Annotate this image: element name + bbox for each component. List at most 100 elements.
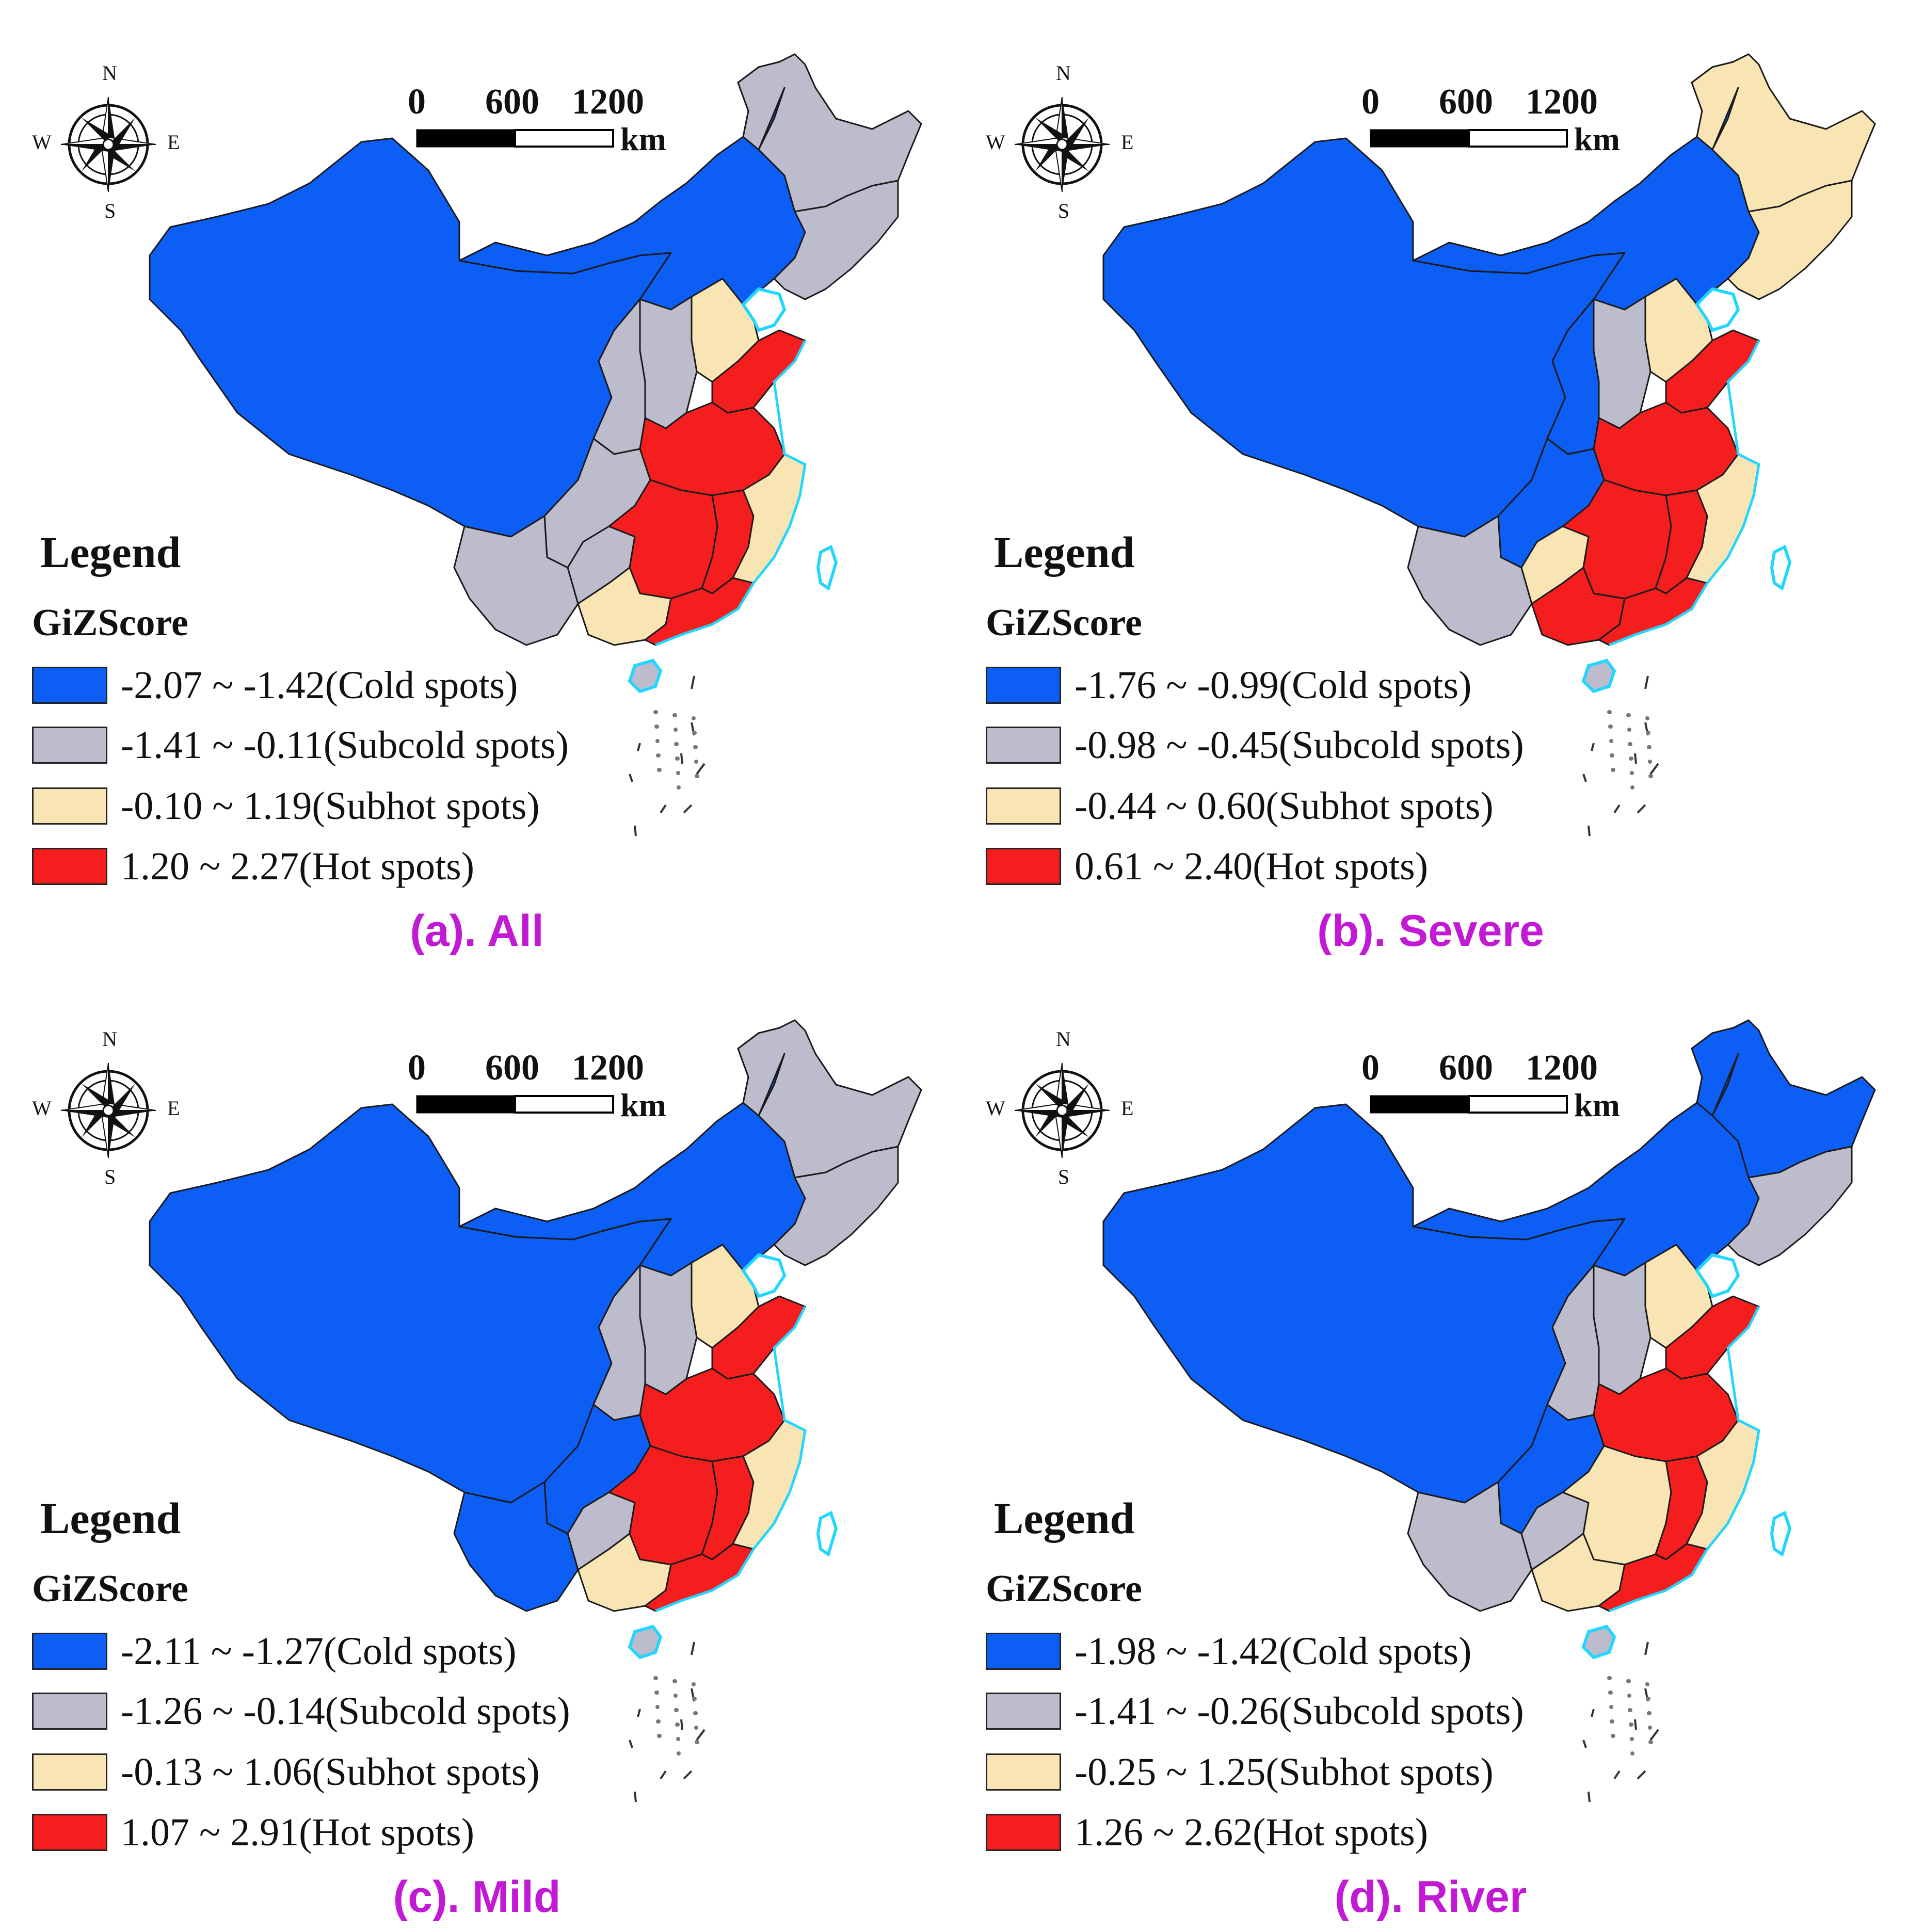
map-panel-mild: N S W E 0 600 1200 km Legend GiZScore -2… xyxy=(0,966,954,1932)
map-panel-river: N S W E 0 600 1200 km Legend GiZScore -1… xyxy=(954,966,1907,1932)
legend-item-subhot: -0.13 ~ 1.06(Subhot spots) xyxy=(32,1750,540,1794)
region-shanxi xyxy=(1593,296,1652,429)
island-dot xyxy=(655,1691,659,1695)
legend-item-hot: 1.07 ~ 2.91(Hot spots) xyxy=(32,1811,474,1854)
map-panel-severe: N S W E 0 600 1200 km Legend GiZScore -1… xyxy=(954,0,1907,966)
compass-north-label: N xyxy=(102,61,117,85)
region-yunnan xyxy=(453,1481,579,1612)
island-boundary-dash xyxy=(683,804,693,814)
scale-unit-label: km xyxy=(1574,1087,1620,1123)
compass-south-label: S xyxy=(104,1165,116,1188)
legend-swatch-subhot xyxy=(986,1753,1061,1791)
compass-west-label: W xyxy=(32,131,52,154)
island-dot xyxy=(1646,731,1650,735)
compass-north-label: N xyxy=(1056,61,1071,85)
island-dot xyxy=(1630,785,1634,790)
legend-item-cold: -1.76 ~ -0.99(Cold spots) xyxy=(986,664,1471,707)
island-dot xyxy=(1630,1751,1634,1756)
scale-label-600: 600 xyxy=(1439,82,1493,122)
island-boundary-dash xyxy=(691,1641,695,1655)
island-dot xyxy=(1628,742,1632,746)
island-boundary-dash xyxy=(691,675,695,689)
island-boundary-dash xyxy=(660,1770,667,1780)
island-dot xyxy=(1627,1694,1631,1698)
island-boundary-dash xyxy=(696,763,706,775)
coastline xyxy=(1609,1306,1760,1613)
panel-caption: (a). All xyxy=(410,906,544,956)
south-sea-islands xyxy=(1582,675,1659,836)
island-dot xyxy=(676,1722,680,1727)
region-heilongjiang xyxy=(1691,53,1876,213)
island-dot xyxy=(1627,728,1631,732)
scale-label-0: 0 xyxy=(1361,82,1380,122)
island-dot xyxy=(675,1708,679,1712)
island-dot xyxy=(1630,1737,1634,1741)
island-boundary-dash xyxy=(1613,1770,1621,1780)
island-dot xyxy=(677,1751,681,1756)
island-dot xyxy=(674,1694,678,1698)
province-polygons xyxy=(1102,53,1876,646)
hainan-island xyxy=(628,658,663,694)
legend-item-subcold: -1.41 ~ -0.11(Subcold spots) xyxy=(32,723,569,767)
legend-swatch-cold xyxy=(32,1633,107,1670)
legend-item-subcold: -1.26 ~ -0.14(Subcold spots) xyxy=(32,1689,570,1733)
island-dot xyxy=(694,745,698,749)
island-boundary-dash xyxy=(1644,1641,1649,1655)
legend-swatch-subcold xyxy=(32,727,107,764)
scale-bar xyxy=(416,1095,614,1114)
island-dot xyxy=(1629,756,1633,761)
coastline-overlay xyxy=(1581,287,1792,694)
legend-item-subhot: -0.25 ~ 1.25(Subhot spots) xyxy=(986,1750,1494,1794)
taiwan-island xyxy=(816,1510,838,1557)
island-boundary-dash xyxy=(629,774,633,782)
scale-unit-label: km xyxy=(620,121,666,157)
island-dot xyxy=(1645,1682,1649,1686)
legend-swatch-hot xyxy=(32,1814,107,1851)
compass-north-label: N xyxy=(1056,1027,1071,1051)
scale-label-1200: 1200 xyxy=(1526,1048,1598,1088)
island-dot xyxy=(1649,774,1653,778)
island-dot xyxy=(692,1682,696,1686)
legend-swatch-subcold xyxy=(986,727,1061,764)
region-shanxi xyxy=(639,1262,698,1395)
island-dot xyxy=(656,1719,661,1724)
scale-label-0: 0 xyxy=(1361,1048,1380,1088)
hainan-island xyxy=(1581,658,1616,694)
panel-caption: (b). Severe xyxy=(1317,906,1544,956)
legend-label-subcold: -0.98 ~ -0.45(Subcold spots) xyxy=(1075,723,1524,767)
compass-west-label: W xyxy=(32,1097,52,1120)
legend-label-cold: -2.07 ~ -1.42(Cold spots) xyxy=(121,663,518,707)
legend-swatch-hot xyxy=(986,848,1061,885)
region-yunnan xyxy=(453,515,579,646)
island-boundary-dash xyxy=(1644,675,1649,689)
south-sea-islands xyxy=(1582,1641,1659,1802)
province-polygons xyxy=(149,1019,922,1612)
legend-title: Legend xyxy=(40,527,181,577)
island-dot xyxy=(676,756,680,761)
choropleth-map xyxy=(1014,1019,1876,1802)
scale-bar-white-segment xyxy=(1468,129,1568,148)
scale-label-1200: 1200 xyxy=(572,82,644,122)
legend-label-hot: 1.26 ~ 2.62(Hot spots) xyxy=(1075,1810,1429,1854)
south-sea-islands xyxy=(629,1641,706,1802)
panel-caption: (d). River xyxy=(1334,1872,1527,1922)
compass-rose-icon xyxy=(60,1062,156,1158)
island-boundary-dash xyxy=(1591,743,1595,751)
compass-west-label: W xyxy=(986,1097,1005,1120)
scale-bar-white-segment xyxy=(514,129,614,148)
legend-item-cold: -2.11 ~ -1.27(Cold spots) xyxy=(32,1630,517,1673)
legend-title: Legend xyxy=(40,1493,181,1543)
island-dot xyxy=(1649,1740,1653,1744)
hainan-island xyxy=(1581,1624,1616,1660)
legend-item-subcold: -0.98 ~ -0.45(Subcold spots) xyxy=(986,723,1524,767)
compass-east-label: E xyxy=(167,131,180,154)
scale-bar-black-segment xyxy=(416,129,516,148)
region-heilongjiang xyxy=(737,1019,922,1179)
scale-bar-black-segment xyxy=(1370,129,1470,148)
map-panel-all: N S W E 0 600 1200 km Legend GiZScore -2… xyxy=(0,0,954,966)
legend-label-cold: -1.98 ~ -1.42(Cold spots) xyxy=(1075,1629,1472,1673)
region-shanxi xyxy=(639,296,698,429)
island-boundary-dash xyxy=(1634,753,1637,764)
island-dot xyxy=(1611,768,1615,772)
island-boundary-dash xyxy=(1649,1729,1659,1741)
